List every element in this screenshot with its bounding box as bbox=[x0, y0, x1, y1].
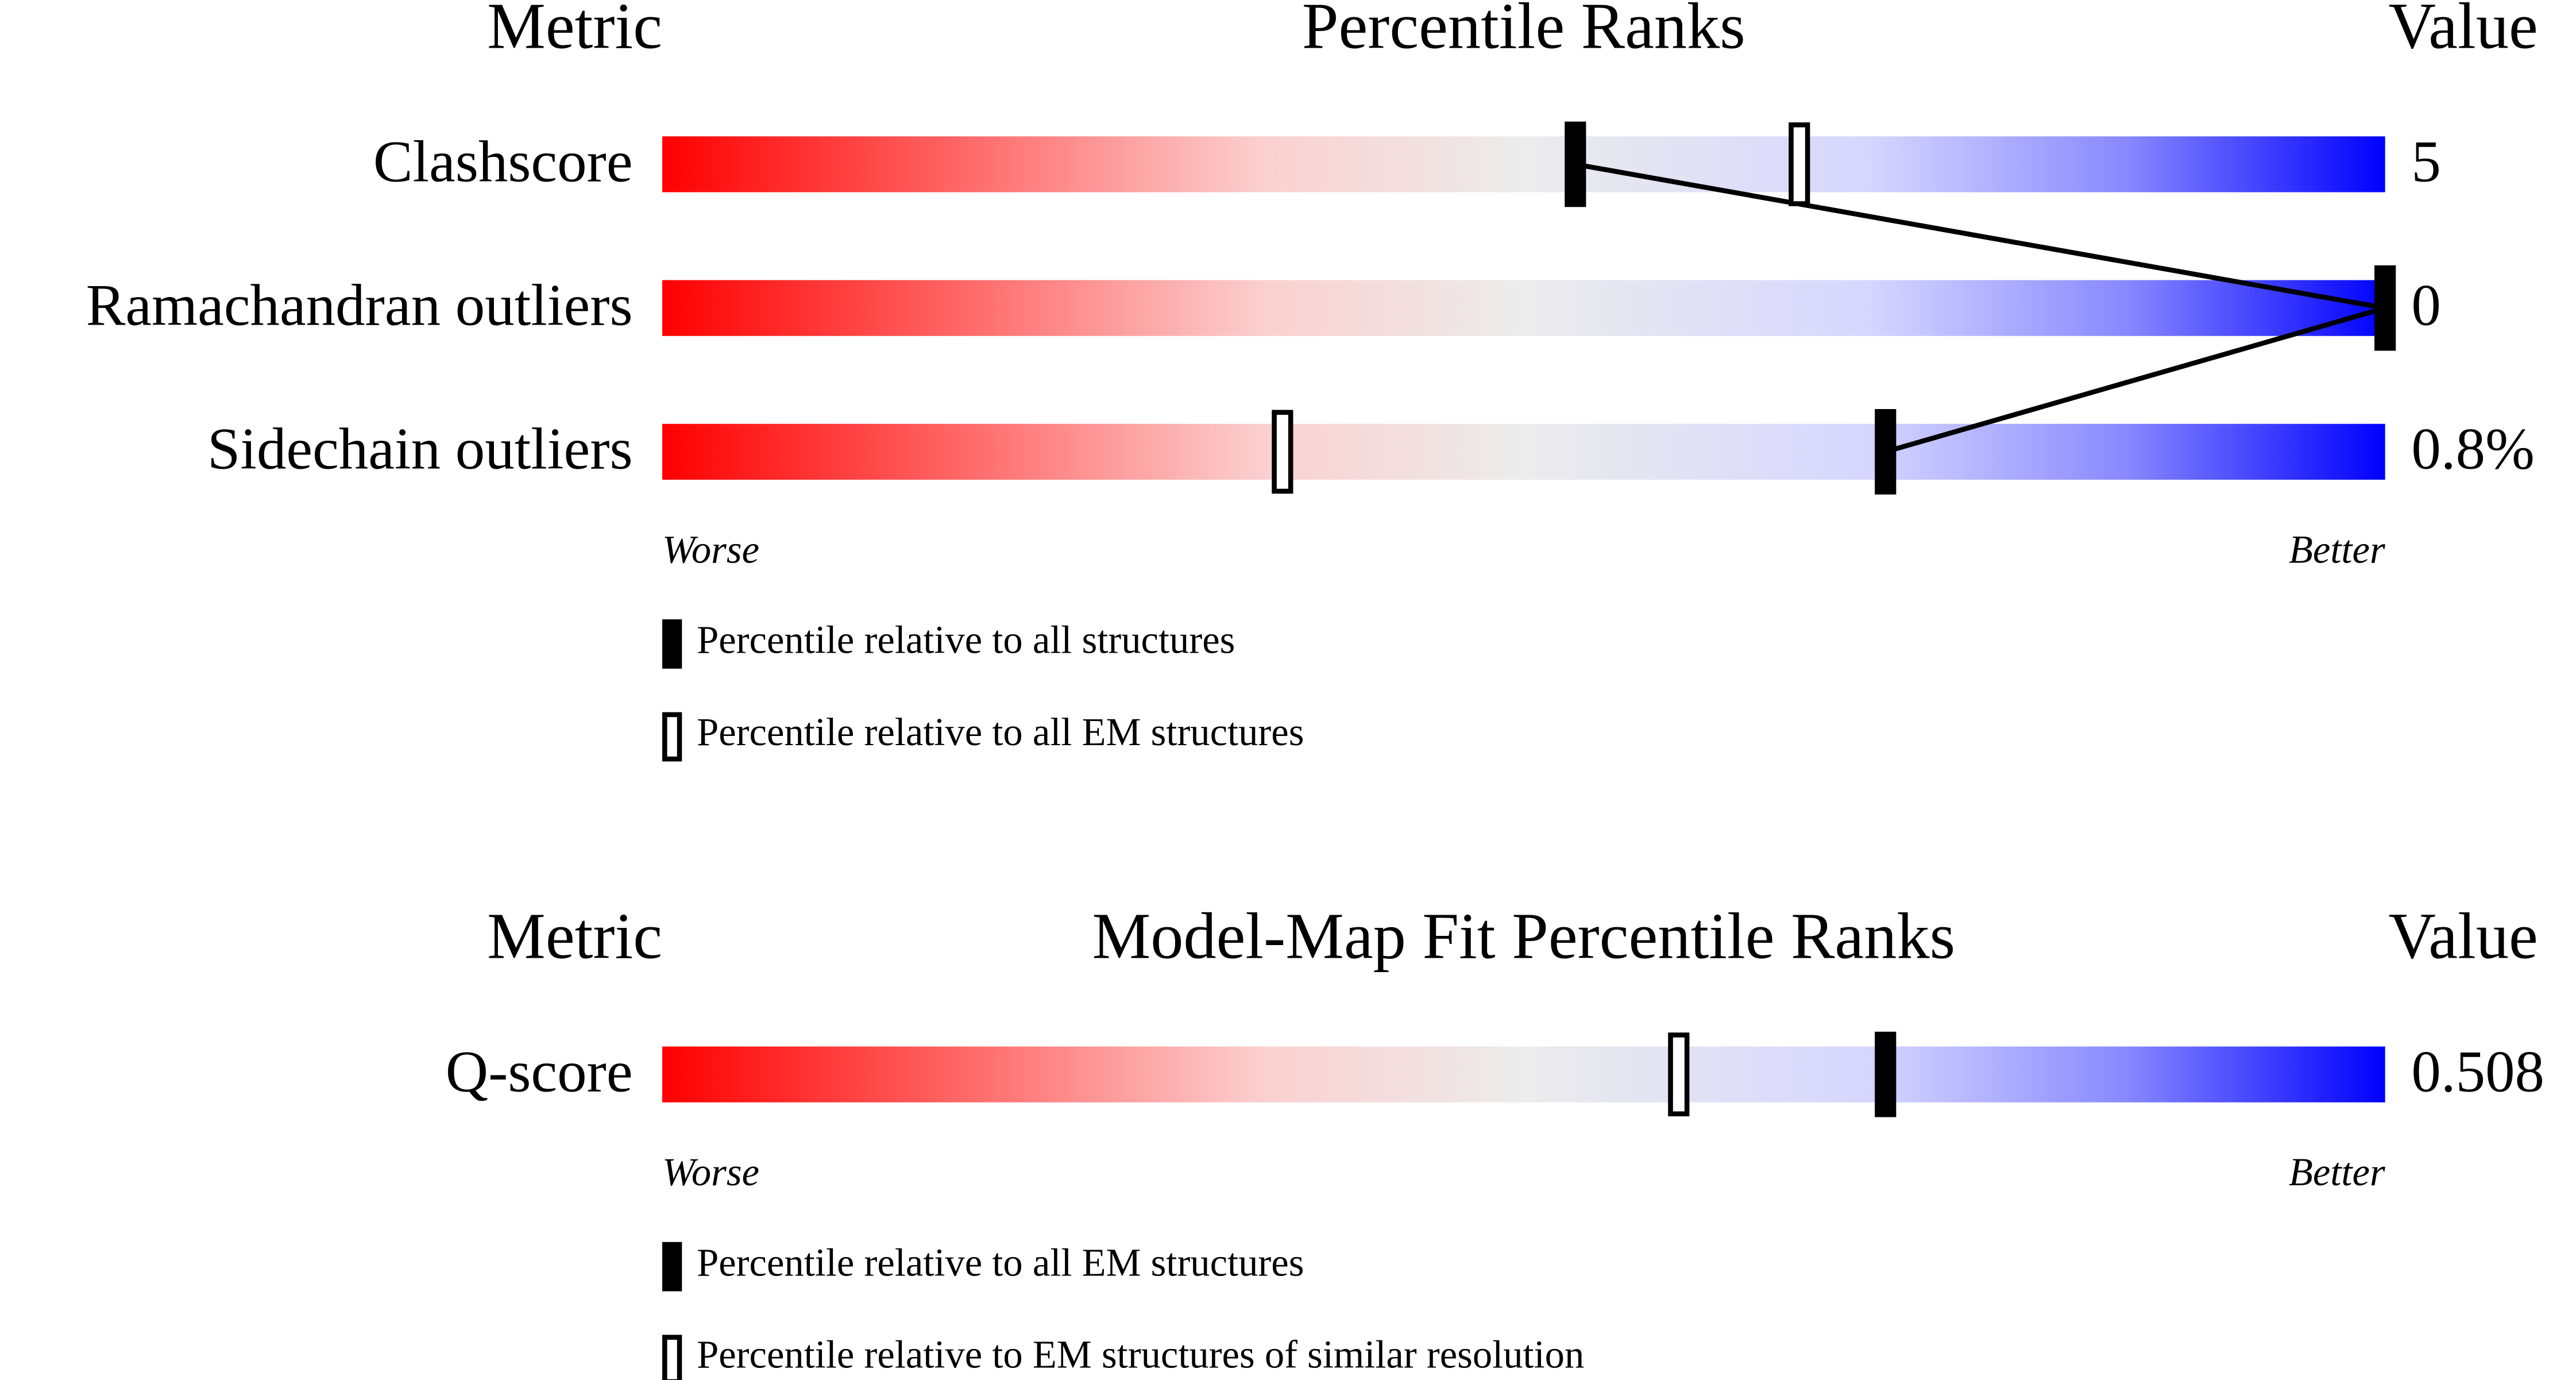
legend-label: Percentile relative to all EM structures bbox=[697, 710, 1304, 754]
metric-value: 5 bbox=[2411, 129, 2440, 194]
percentile-marker bbox=[2374, 265, 2396, 351]
percentile-marker bbox=[1565, 121, 1586, 207]
percentile-marker bbox=[1875, 1031, 1897, 1117]
metric-label: Q-score bbox=[446, 1039, 633, 1104]
metric-header: Metric bbox=[487, 0, 662, 62]
worse-label: Worse bbox=[662, 527, 759, 571]
legend-swatch-open bbox=[662, 712, 682, 762]
slider-bar bbox=[662, 280, 2385, 336]
percentile-marker bbox=[1875, 409, 1897, 495]
legend-label: Percentile relative to all EM structures bbox=[697, 1240, 1304, 1284]
slider-bar bbox=[662, 423, 2385, 480]
value-header: Value bbox=[2388, 900, 2538, 973]
metric-label: Sidechain outliers bbox=[207, 417, 632, 482]
legend-label: Percentile relative to all structures bbox=[697, 618, 1235, 662]
slider-bar bbox=[662, 136, 2385, 192]
metric-value: 0 bbox=[2411, 273, 2440, 338]
metric-header: Metric bbox=[487, 900, 662, 973]
legend-swatch-open bbox=[662, 1335, 682, 1380]
better-label: Better bbox=[2289, 1150, 2385, 1194]
percentile-marker-open bbox=[1668, 1032, 1690, 1117]
percentile-marker-open bbox=[1789, 122, 1810, 206]
metric-label: Clashscore bbox=[373, 129, 633, 194]
value-header: Value bbox=[2388, 0, 2538, 62]
metric-value: 0.8% bbox=[2411, 417, 2534, 482]
percentile-marker-open bbox=[1272, 410, 1293, 494]
legend-label: Percentile relative to EM structures of … bbox=[697, 1333, 1584, 1377]
metric-value: 0.508 bbox=[2411, 1039, 2544, 1104]
legend-swatch bbox=[662, 619, 682, 669]
worse-label: Worse bbox=[662, 1150, 759, 1194]
chart-title: Percentile Ranks bbox=[1302, 0, 1745, 62]
slider-bar bbox=[662, 1046, 2385, 1103]
better-label: Better bbox=[2289, 527, 2385, 571]
chart-title: Model-Map Fit Percentile Ranks bbox=[1092, 900, 1956, 973]
legend-swatch bbox=[662, 1242, 682, 1292]
metric-label: Ramachandran outliers bbox=[86, 273, 633, 338]
